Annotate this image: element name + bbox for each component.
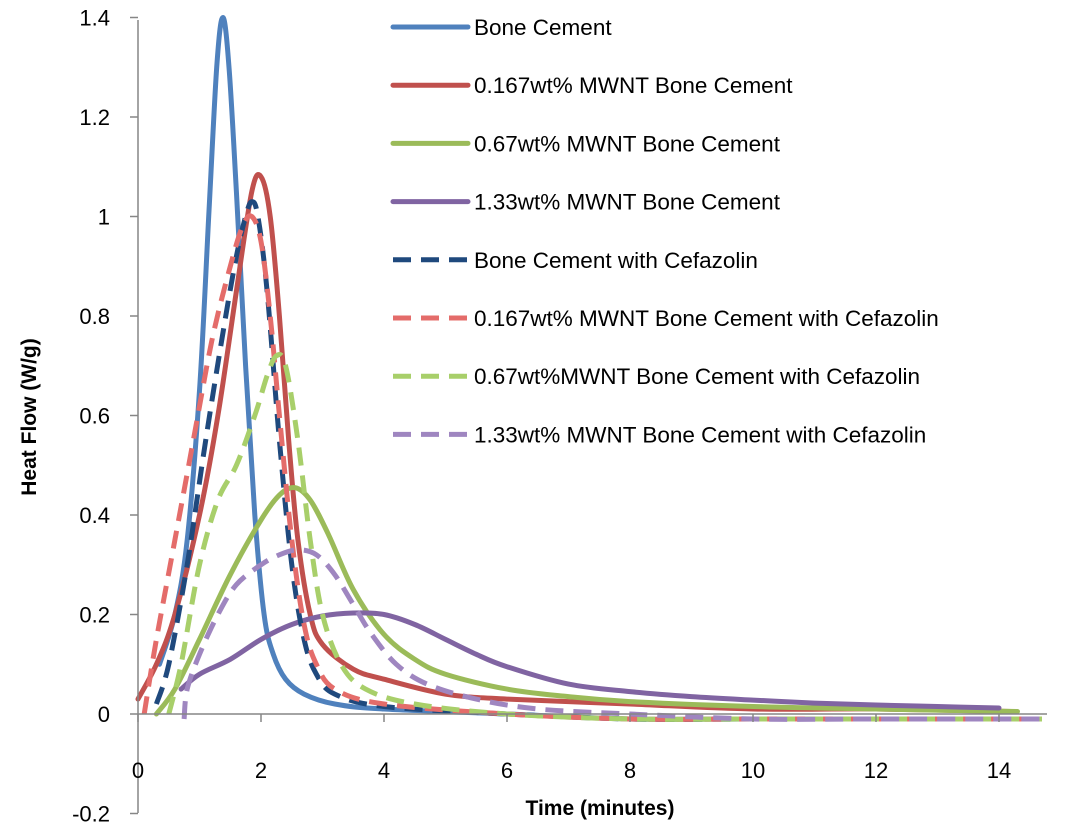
x-axis-title: Time (minutes) (526, 797, 675, 820)
y-tick-label: 1.4 (79, 6, 110, 31)
legend-label-5: Bone Cement with Cefazolin (474, 248, 758, 273)
x-tick-label: 14 (987, 758, 1011, 783)
y-tick-label: 0.6 (79, 404, 110, 429)
legend-label-8: 1.33wt% MWNT Bone Cement with Cefazolin (474, 422, 926, 447)
series-line-3 (153, 484, 1020, 717)
y-tick-label: 1.2 (79, 105, 110, 130)
y-tick-label: 0 (98, 702, 110, 727)
y-ticks: -0.2 0 0.2 0.4 0.6 0.8 1 1.2 1.4 (72, 6, 138, 827)
y-axis-title: Heat Flow (W/g) (18, 338, 41, 495)
legend-label-1: Bone Cement (474, 15, 612, 40)
legend-label-4: 1.33wt% MWNT Bone Cement (474, 190, 781, 215)
x-tick-label: 2 (255, 758, 267, 783)
x-tick-label: 8 (624, 758, 636, 783)
legend: Bone Cement 0.167wt% MWNT Bone Cement 0.67… (390, 15, 939, 447)
x-tick-label: 0 (132, 758, 144, 783)
x-tick-label: 12 (864, 758, 888, 783)
x-ticks: 0 2 4 6 8 10 12 14 (132, 714, 1011, 783)
y-tick-label: 0.4 (79, 503, 110, 528)
y-tick-label: 1 (98, 205, 110, 230)
y-tick-label: 0.8 (79, 304, 110, 329)
x-tick-label: 6 (501, 758, 513, 783)
series-line-8 (181, 547, 1049, 722)
legend-label-3: 0.67wt% MWNT Bone Cement (474, 131, 781, 156)
x-tick-label: 10 (741, 758, 765, 783)
legend-label-2: 0.167wt% MWNT Bone Cement (474, 73, 793, 98)
series-line-4 (178, 610, 1002, 711)
series-line-7 (166, 352, 1042, 722)
y-tick-label: -0.2 (72, 802, 110, 827)
plot-lines (135, 15, 1049, 722)
legend-label-7: 0.67wt%MWNT Bone Cement with Cefazolin (474, 364, 920, 389)
y-tick-label: 0.2 (79, 603, 110, 628)
x-tick-label: 4 (378, 758, 390, 783)
legend-label-6: 0.167wt% MWNT Bone Cement with Cefazolin (474, 306, 939, 331)
axes (137, 20, 1047, 813)
